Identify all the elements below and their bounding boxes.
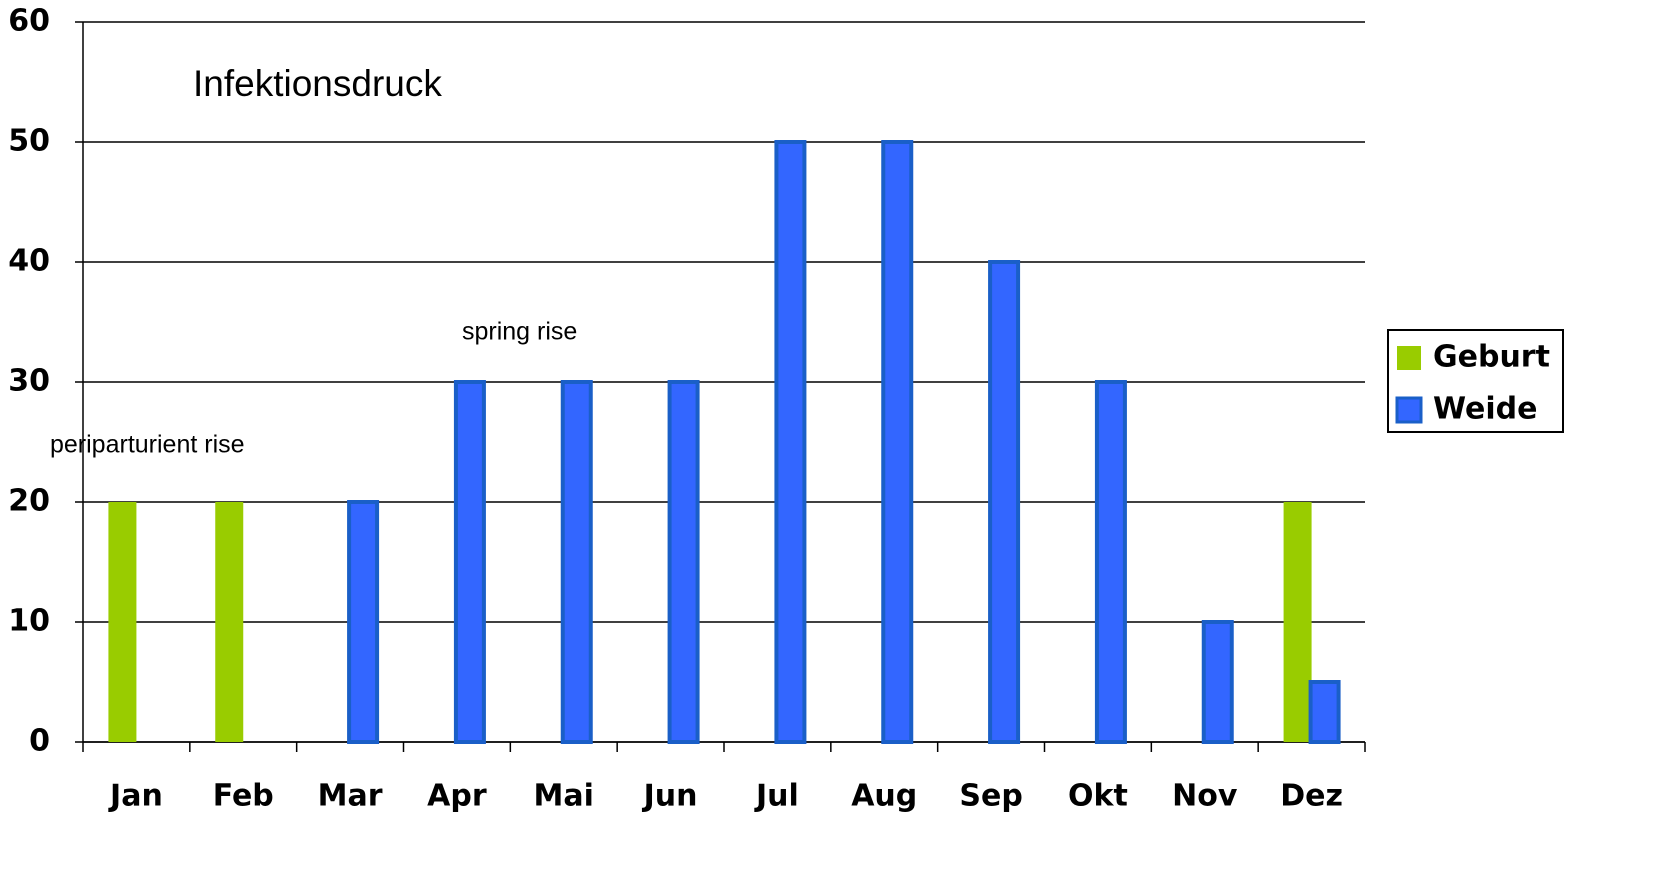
x-tick-label: Nov bbox=[1172, 779, 1238, 814]
y-tick-label: 30 bbox=[8, 364, 50, 399]
bar bbox=[347, 500, 380, 744]
x-tick-label: Mar bbox=[318, 779, 383, 814]
legend-label: Geburt bbox=[1433, 340, 1550, 375]
x-tick-label: Feb bbox=[213, 779, 274, 814]
x-tick-label: Mai bbox=[534, 779, 594, 814]
y-tick-label: 0 bbox=[29, 724, 50, 759]
bar bbox=[881, 140, 914, 744]
x-tick-label: Jun bbox=[642, 779, 698, 814]
x-tick-label: Aug bbox=[851, 779, 917, 814]
legend-label: Weide bbox=[1433, 392, 1537, 427]
annotation: periparturient rise bbox=[50, 431, 245, 459]
x-tick-label: Jul bbox=[754, 779, 799, 814]
y-tick-label: 10 bbox=[8, 604, 50, 639]
bar bbox=[988, 260, 1021, 744]
x-tick-label: Dez bbox=[1280, 779, 1343, 814]
x-tick-label: Apr bbox=[427, 779, 487, 814]
bar bbox=[1201, 620, 1234, 744]
legend-swatch bbox=[1397, 346, 1421, 370]
chart-title: Infektionsdruck bbox=[193, 63, 442, 104]
legend-swatch bbox=[1395, 396, 1423, 424]
y-tick-label: 40 bbox=[8, 244, 50, 279]
bar bbox=[1283, 502, 1312, 742]
x-tick-label: Sep bbox=[959, 779, 1022, 814]
bar bbox=[1094, 380, 1127, 744]
annotation: spring rise bbox=[462, 318, 577, 346]
bar bbox=[108, 502, 137, 742]
bar bbox=[560, 380, 593, 744]
bar bbox=[667, 380, 700, 744]
bar bbox=[774, 140, 807, 744]
y-tick-label: 60 bbox=[8, 4, 50, 39]
x-tick-label: Okt bbox=[1068, 779, 1128, 814]
y-tick-label: 50 bbox=[8, 124, 50, 159]
bar bbox=[1308, 680, 1341, 744]
bar bbox=[453, 380, 486, 744]
x-tick-label: Jan bbox=[108, 779, 163, 814]
y-tick-label: 20 bbox=[8, 484, 50, 519]
bar bbox=[215, 502, 244, 742]
